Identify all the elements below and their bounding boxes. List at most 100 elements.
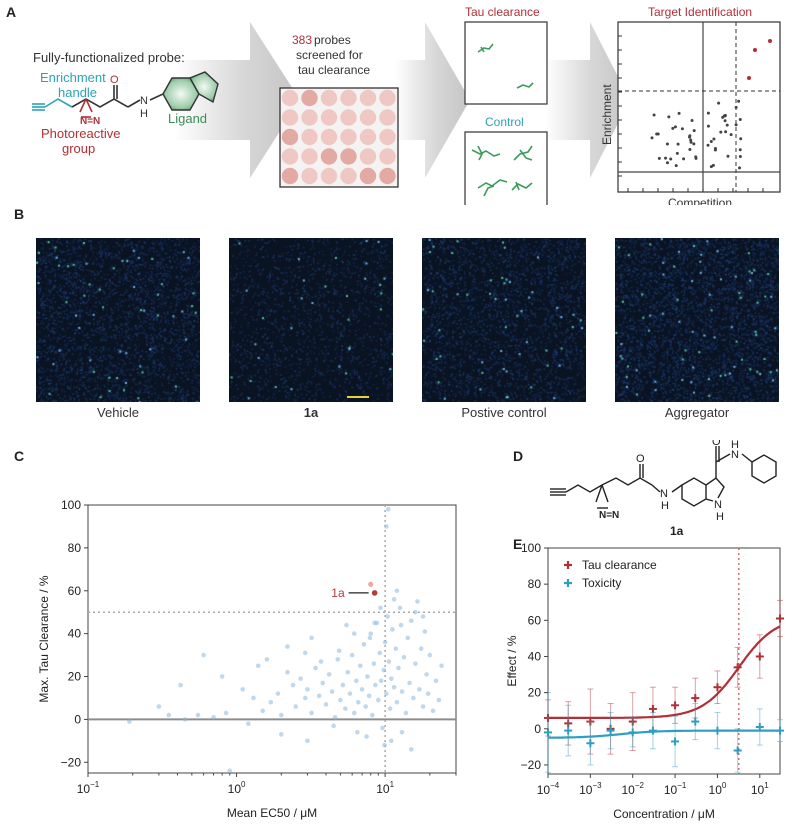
tau-clearance-box: [464, 21, 548, 105]
data-point: [436, 697, 442, 703]
scale-bar: [347, 396, 369, 398]
diazirine-atoms-d: N=N: [599, 510, 619, 521]
data-point: [377, 650, 383, 656]
target-point: [673, 125, 677, 129]
data-point: [411, 695, 416, 701]
data-point: [275, 691, 281, 696]
target-point: [711, 163, 715, 167]
data-point: [387, 706, 393, 711]
data-point: [365, 674, 370, 679]
data-point: [363, 704, 368, 709]
well: [359, 128, 377, 146]
data-point: [211, 714, 216, 720]
well-plate: [279, 87, 399, 188]
data-point: [417, 687, 422, 692]
data-point: [316, 693, 322, 699]
data-point: [356, 699, 361, 705]
micrograph-1a: [229, 238, 393, 402]
data-point: [240, 687, 246, 692]
data-point: [380, 725, 385, 731]
x-tick-label: 10−4: [537, 781, 560, 797]
data-point: [373, 682, 378, 688]
data-point: [408, 618, 414, 624]
target-point: [665, 142, 669, 146]
x-tick-label: 101: [751, 781, 769, 797]
target-point: [689, 140, 693, 144]
data-point: [420, 614, 426, 619]
micrograph-positive-control: [422, 238, 586, 402]
data-point: [384, 524, 389, 529]
well: [359, 89, 377, 107]
data-point: [349, 652, 355, 658]
diazirine-atoms: N=N: [80, 116, 100, 127]
y-axis-label: Effect / %: [505, 635, 519, 686]
probes-text-2: screened for: [296, 48, 363, 62]
data-point: [260, 708, 266, 714]
well: [301, 128, 318, 146]
data-point: [329, 689, 335, 694]
data-point: [285, 644, 290, 649]
chart-c: 1a −20 0 20 40 60 80 100 10−1 100 101 Mean EC50 / μ…: [37, 498, 457, 820]
highlight-ghost-point: [368, 581, 374, 587]
competition-axis-label: Competition: [668, 196, 732, 205]
target-point: [657, 156, 661, 160]
well: [320, 167, 338, 185]
well: [359, 148, 377, 165]
data-point: [293, 704, 298, 709]
data-point: [323, 702, 329, 707]
label-positive-control: Postive control: [461, 405, 547, 420]
data-point: [378, 678, 384, 684]
target-point: [738, 166, 742, 170]
data-point: [376, 697, 381, 703]
fit-curve: [548, 729, 780, 739]
target-id-points: [650, 39, 772, 170]
amide-n-d: N: [660, 488, 668, 500]
x-tick-label: 10−3: [579, 781, 602, 797]
target-point: [713, 148, 717, 152]
well: [379, 109, 396, 126]
panel-a-figure: Fully-functionalized probe: Enrichment h…: [32, 5, 781, 205]
target-point: [738, 118, 742, 122]
data-point: [413, 661, 418, 666]
target-hit-point: [768, 39, 772, 43]
well: [301, 109, 318, 126]
carbonyl-o: O: [110, 74, 119, 86]
indole-n: N: [714, 499, 722, 511]
well: [320, 148, 338, 165]
data-point: [344, 622, 349, 628]
target-point: [664, 156, 668, 160]
y-tick-label: 80: [68, 541, 82, 555]
target-point: [669, 157, 673, 161]
highlight-point-1a: [371, 590, 378, 596]
data-point: [361, 642, 367, 647]
data-point: [347, 691, 353, 696]
data-point: [278, 732, 284, 737]
y-tick-label: −20: [521, 758, 542, 772]
target-point: [726, 154, 730, 158]
data-point: [381, 667, 387, 673]
data-point: [326, 672, 332, 677]
well: [281, 128, 299, 146]
target-point: [692, 142, 696, 146]
well: [359, 109, 377, 126]
data-point: [394, 588, 400, 594]
data-point: [166, 712, 172, 718]
compound-label: 1a: [670, 524, 684, 538]
target-point: [690, 119, 694, 123]
well: [281, 109, 299, 126]
target-point: [723, 114, 727, 118]
data-point: [302, 695, 308, 701]
data-point: [223, 710, 229, 716]
well: [301, 148, 318, 165]
data-point: [382, 639, 388, 645]
data-point: [351, 631, 357, 636]
control-fibrils: [471, 145, 533, 197]
target-point: [737, 99, 741, 103]
panel-letter-d: D: [513, 448, 524, 464]
control-title: Control: [485, 115, 524, 129]
data-point: [372, 620, 377, 626]
well: [340, 89, 357, 107]
data-point: [227, 768, 233, 774]
target-point: [721, 115, 725, 119]
well: [359, 167, 377, 185]
